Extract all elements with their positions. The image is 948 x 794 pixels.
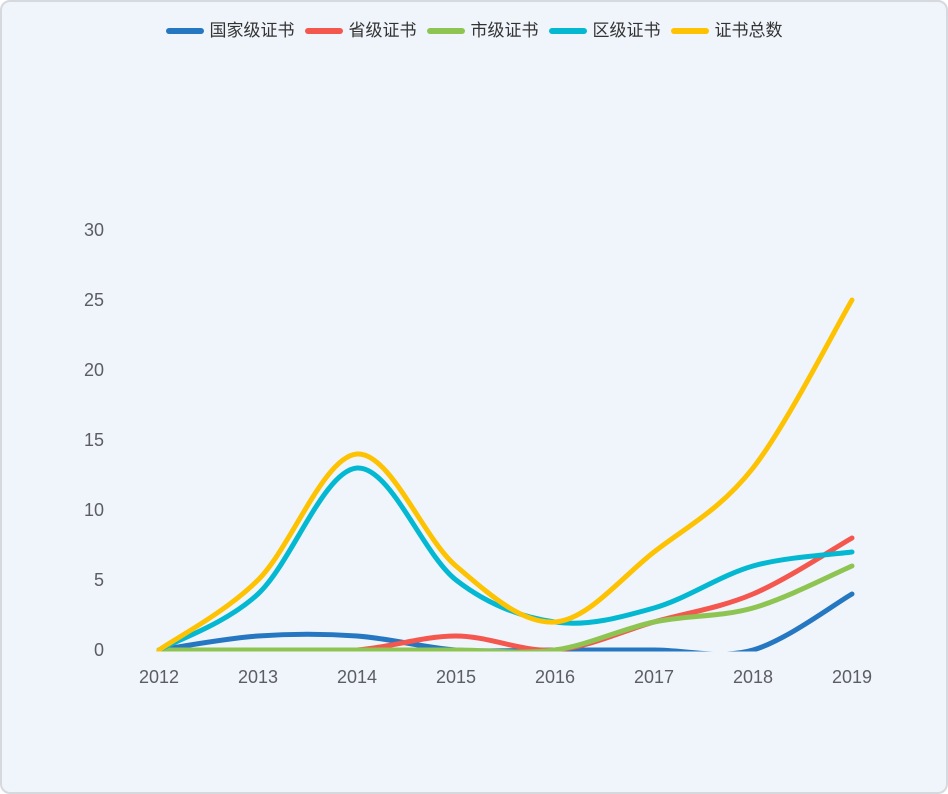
legend-label-provincial: 省级证书 [348, 21, 417, 40]
x-axis-tick-label: 2013 [238, 667, 278, 687]
legend-label-national: 国家级证书 [209, 21, 295, 40]
x-axis-tick-label: 2014 [337, 667, 377, 687]
legend-item-national[interactable]: 国家级证书 [165, 21, 295, 40]
legend-item-district[interactable]: 区级证书 [548, 21, 661, 40]
y-axis-tick-label: 20 [84, 360, 104, 380]
y-axis-tick-label: 25 [84, 290, 104, 310]
x-axis-tick-label: 2018 [733, 667, 773, 687]
x-axis-tick-label: 2017 [634, 667, 674, 687]
series-line-municipal [156, 563, 855, 652]
y-axis-tick-label: 30 [84, 220, 104, 240]
chart-legend: 国家级证书 省级证书 市级证书 区级证书 证书总数 [2, 22, 946, 39]
legend-label-district: 区级证书 [592, 21, 661, 40]
y-axis: 0 5 10 15 20 25 30 [84, 220, 104, 660]
legend-line-marker-national [165, 27, 204, 34]
y-axis-tick-label: 15 [84, 430, 104, 450]
legend-item-municipal[interactable]: 市级证书 [426, 21, 539, 40]
legend-line-marker-provincial [304, 27, 343, 34]
x-axis: 2012 2013 2014 2015 2016 2017 2018 2019 [139, 667, 872, 687]
legend-label-municipal: 市级证书 [470, 21, 539, 40]
x-axis-tick-label: 2016 [535, 667, 575, 687]
y-axis-tick-label: 10 [84, 500, 104, 520]
legend-line-marker-total [670, 27, 709, 34]
legend-line-marker-municipal [426, 27, 465, 34]
x-axis-tick-label: 2019 [832, 667, 872, 687]
plot-area [156, 297, 855, 652]
series-line-total [156, 297, 855, 652]
legend-item-provincial[interactable]: 省级证书 [304, 21, 417, 40]
x-axis-tick-label: 2015 [436, 667, 476, 687]
legend-line-marker-district [548, 27, 587, 34]
y-axis-tick-label: 5 [94, 570, 104, 590]
x-axis-tick-label: 2012 [139, 667, 179, 687]
legend-item-total[interactable]: 证书总数 [670, 21, 783, 40]
y-axis-tick-label: 0 [94, 640, 104, 660]
series-line-district [156, 465, 855, 652]
legend-label-total: 证书总数 [714, 21, 783, 40]
